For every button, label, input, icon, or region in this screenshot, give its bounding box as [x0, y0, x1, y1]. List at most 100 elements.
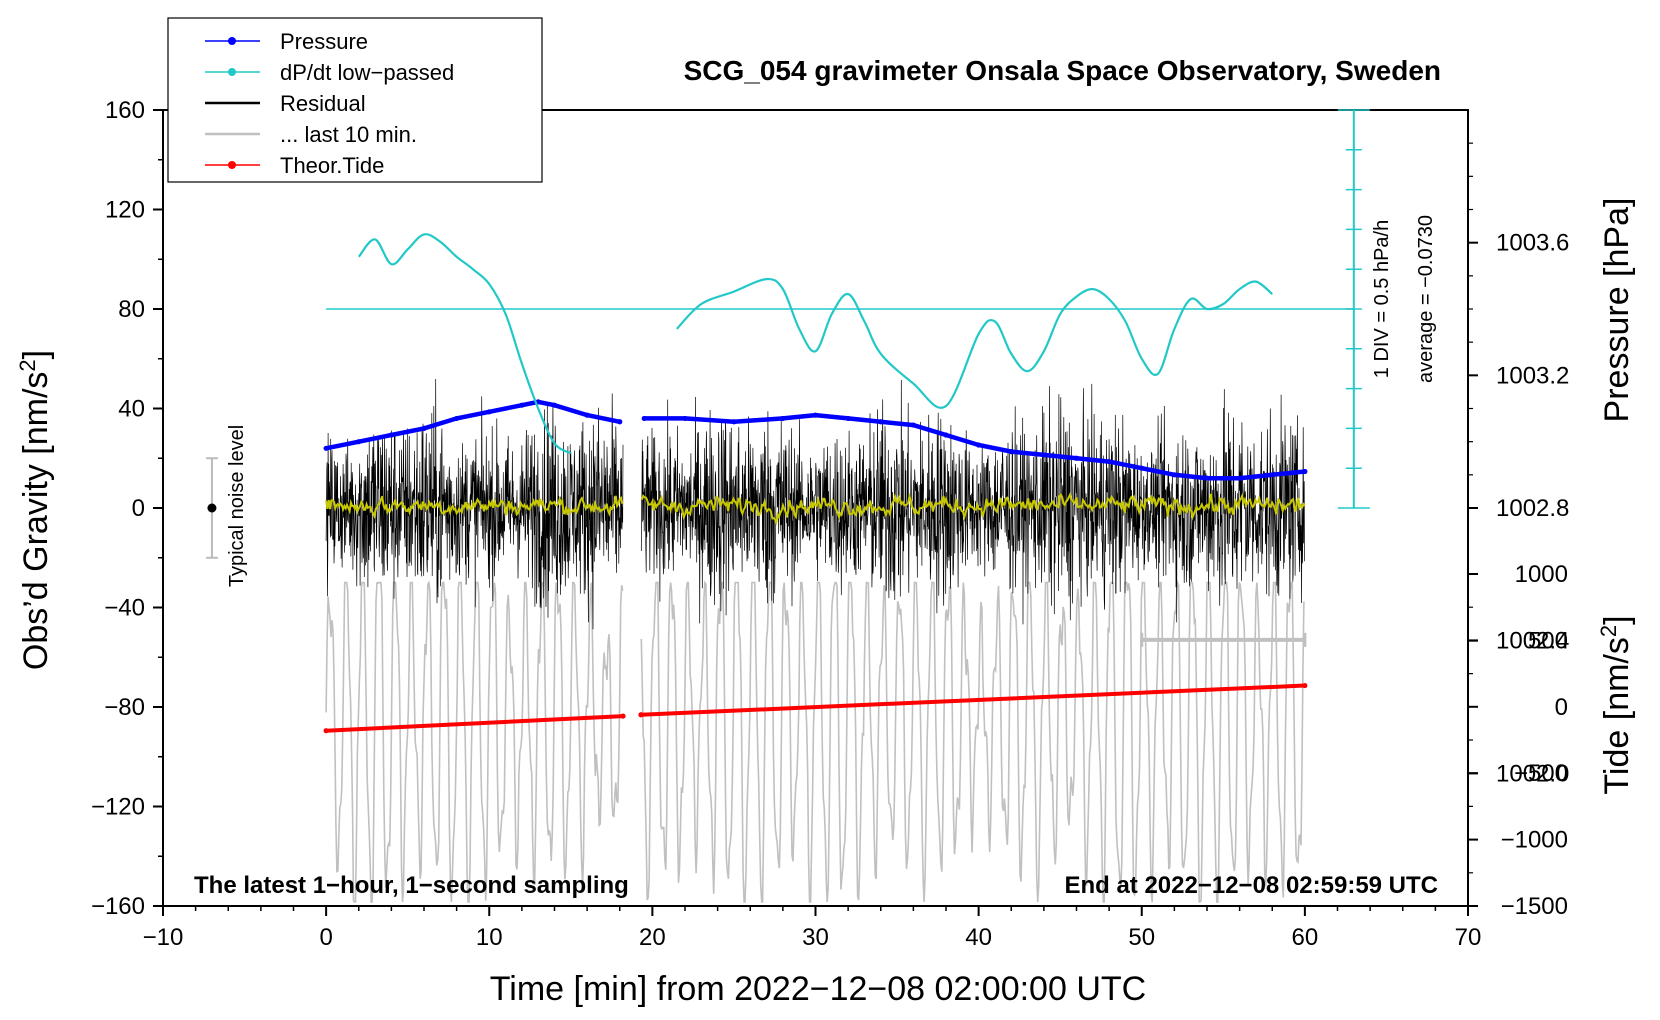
tide-line	[324, 714, 626, 733]
tide-point	[1302, 682, 1308, 689]
tide-line	[638, 683, 1307, 717]
pressure-point	[1041, 452, 1047, 458]
legend-marker	[228, 68, 236, 76]
legend-marker	[228, 161, 236, 169]
dpdt-line	[357, 233, 572, 455]
tide-axis-title: Tide [nm/s2]	[1596, 615, 1636, 794]
x-axis-title: Time [min] from 2022−12−08 02:00:00 UTC	[490, 970, 1146, 1008]
y-tick-label: 80	[118, 296, 145, 323]
x-tick-label: 50	[1128, 924, 1155, 951]
pressure-point	[519, 402, 525, 408]
tide-axis-title-main: Tide [nm/s	[1598, 637, 1636, 794]
pressure-point	[1204, 475, 1210, 481]
pressure-point	[1237, 475, 1243, 481]
y-axis-title-main: Obs’d Gravity [nm/s	[17, 372, 55, 671]
pressure-point	[845, 415, 851, 422]
right-note: End at 2022−12−08 02:59:59 UTC	[1064, 872, 1438, 899]
pressure-point	[1269, 472, 1275, 478]
pressure-point	[1106, 458, 1112, 465]
legend-label: Theor.Tide	[280, 153, 384, 178]
last10-trace	[325, 579, 1305, 903]
pressure-point	[682, 415, 688, 422]
x-tick-label: 30	[802, 924, 829, 951]
pressure-point	[356, 439, 362, 445]
legend: Pressure dP/dt low−passed Residual ... last…	[167, 17, 543, 183]
x-tick-label: 40	[965, 924, 992, 951]
y-tick-label: −160	[91, 893, 145, 920]
tide-tick-label: 500	[1528, 627, 1568, 654]
legend-box	[167, 17, 543, 183]
pressure-point	[617, 419, 623, 425]
residual-trace	[325, 378, 1305, 630]
pressure-point	[976, 442, 982, 448]
pressure-point	[584, 412, 590, 418]
x-tick-label: 20	[639, 924, 666, 951]
x-tick-label: 0	[319, 924, 332, 951]
dpdt-scale: 1 DIV = 0.5 hPa/h average = −0.0730	[1337, 109, 1437, 509]
y-axis-title-sup: 2	[15, 359, 40, 371]
pressure-point	[454, 415, 460, 422]
pressure-tick-label: 1002.4	[1496, 628, 1569, 655]
y-tick-label: −40	[104, 595, 145, 622]
y-axis-title-end: ]	[17, 350, 55, 359]
pressure-tick-label: 1002.0	[1496, 760, 1569, 787]
pressure-point	[1302, 468, 1308, 475]
pressure-tick-label: 1003.2	[1496, 362, 1569, 389]
pressure-point	[421, 425, 427, 431]
y-tick-label: 160	[105, 97, 145, 124]
pressure-point	[641, 415, 647, 422]
pressure-point	[910, 422, 916, 428]
tide-axis-title-end: ]	[1598, 615, 1636, 624]
x-tick-label: 70	[1455, 924, 1482, 951]
x-tick-label: 60	[1292, 924, 1319, 951]
pressure-point	[323, 445, 329, 451]
pressure-point	[1171, 472, 1177, 478]
pressure-point	[943, 432, 949, 438]
y-tick-label: 40	[118, 396, 145, 423]
pressure-point	[878, 419, 884, 425]
pressure-point	[780, 415, 786, 422]
noise-dot	[207, 503, 217, 513]
legend-label: Pressure	[280, 29, 368, 54]
tide-tick-label: 0	[1555, 694, 1568, 721]
series-layer	[323, 233, 1354, 903]
pressure-point	[1139, 465, 1145, 471]
tide-axis-title-sup: 2	[1596, 625, 1621, 637]
chart-title: SCG_054 gravimeter Onsala Space Observat…	[684, 55, 1441, 86]
pressure-point	[812, 412, 819, 418]
y-tick-label: −80	[104, 694, 145, 721]
pressure-point	[1073, 455, 1080, 461]
y-tick-label: 0	[132, 495, 145, 522]
x-tick-label: 10	[476, 924, 503, 951]
pressure-axis-title: Pressure [hPa]	[1598, 198, 1636, 423]
legend-marker	[228, 37, 236, 45]
tide-tick-label: −500	[1514, 760, 1568, 787]
legend-label: dP/dt low−passed	[280, 60, 454, 85]
tide-tick-label: −1000	[1501, 827, 1568, 854]
dpdt-scale-ticks	[1337, 109, 1370, 509]
pressure-point	[731, 419, 737, 425]
pressure-point	[388, 432, 394, 438]
left-note: The latest 1−hour, 1−second sampling	[194, 872, 629, 899]
dpdt-average-label: average = −0.0730	[1415, 215, 1437, 383]
x-tick-label: −10	[143, 924, 184, 951]
pressure-point	[551, 402, 558, 408]
legend-label: ... last 10 min.	[280, 122, 417, 147]
residual-lowpass-trace	[325, 491, 1306, 526]
legend-items: Pressure dP/dt low−passed Residual ... last…	[205, 29, 454, 178]
y-tick-label: 120	[105, 197, 145, 224]
tide-tick-label: 1000	[1515, 561, 1568, 588]
y-tick-label: −120	[91, 794, 145, 821]
pressure-tick-label: 1003.6	[1496, 230, 1569, 257]
pressure-point	[486, 409, 492, 415]
tide-tick-label: −1500	[1501, 893, 1568, 920]
tide-point	[323, 728, 329, 734]
dpdt-scale-label: 1 DIV = 0.5 hPa/h	[1371, 220, 1393, 378]
tide-point	[638, 712, 644, 718]
axes-layer: −10 0 10 20 30 40 50 60 70 160 120 80 40 0 −40 −80 −120 −…	[91, 97, 1569, 951]
tide-point	[620, 713, 626, 719]
pressure-tick-label: 1002.8	[1496, 495, 1569, 522]
noise-indicator: Typical noise level	[205, 425, 248, 587]
legend-label: Residual	[280, 91, 366, 116]
